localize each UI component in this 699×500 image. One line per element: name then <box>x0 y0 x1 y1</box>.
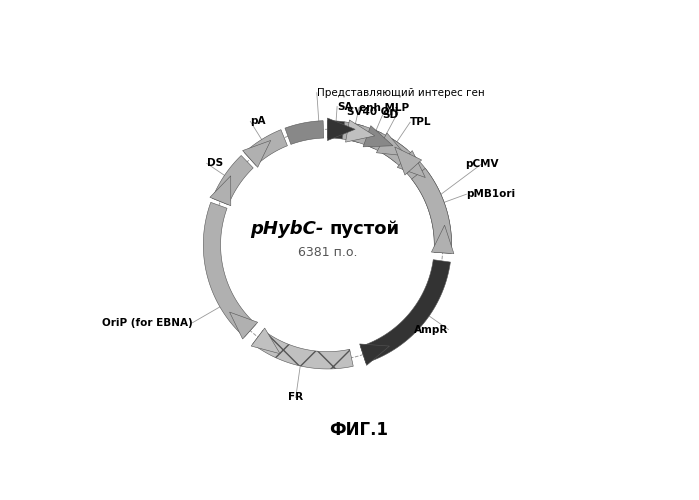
Text: 6381 п.о.: 6381 п.о. <box>298 246 357 259</box>
Polygon shape <box>203 202 256 337</box>
Polygon shape <box>361 260 450 363</box>
Polygon shape <box>377 135 408 163</box>
Polygon shape <box>397 150 425 178</box>
Polygon shape <box>253 330 353 369</box>
Text: enh MLP: enh MLP <box>359 102 409 113</box>
Polygon shape <box>251 328 280 353</box>
Text: pA: pA <box>250 116 266 126</box>
Polygon shape <box>345 120 375 142</box>
Text: pHybC-: pHybC- <box>250 220 324 238</box>
Text: pMB1ori: pMB1ori <box>466 189 515 199</box>
Polygon shape <box>431 225 454 254</box>
Text: SV40 Ori: SV40 Ori <box>347 107 398 117</box>
Polygon shape <box>346 122 363 142</box>
Polygon shape <box>364 128 382 149</box>
Polygon shape <box>229 312 258 339</box>
Polygon shape <box>412 168 452 254</box>
Text: FR: FR <box>288 392 303 402</box>
Polygon shape <box>360 344 389 366</box>
Polygon shape <box>376 133 406 156</box>
Polygon shape <box>285 120 324 144</box>
Polygon shape <box>399 152 452 249</box>
Polygon shape <box>395 147 421 175</box>
Polygon shape <box>363 126 393 147</box>
Text: Представляющий интерес ген: Представляющий интерес ген <box>317 88 484 98</box>
Text: SA: SA <box>337 102 352 112</box>
Text: DS: DS <box>207 158 223 168</box>
Text: TPL: TPL <box>410 117 431 127</box>
Polygon shape <box>343 122 419 174</box>
Polygon shape <box>245 130 287 166</box>
Text: AmpR: AmpR <box>415 324 449 334</box>
Text: pCMV: pCMV <box>465 159 498 169</box>
Text: ФИГ.1: ФИГ.1 <box>329 420 388 438</box>
Polygon shape <box>327 118 355 141</box>
Text: SD: SD <box>382 110 398 120</box>
Text: пустой: пустой <box>329 220 400 238</box>
Polygon shape <box>327 120 345 139</box>
Text: OriP (for EBNA): OriP (for EBNA) <box>101 318 192 328</box>
Polygon shape <box>210 176 231 206</box>
Polygon shape <box>212 156 253 205</box>
Polygon shape <box>243 140 271 168</box>
